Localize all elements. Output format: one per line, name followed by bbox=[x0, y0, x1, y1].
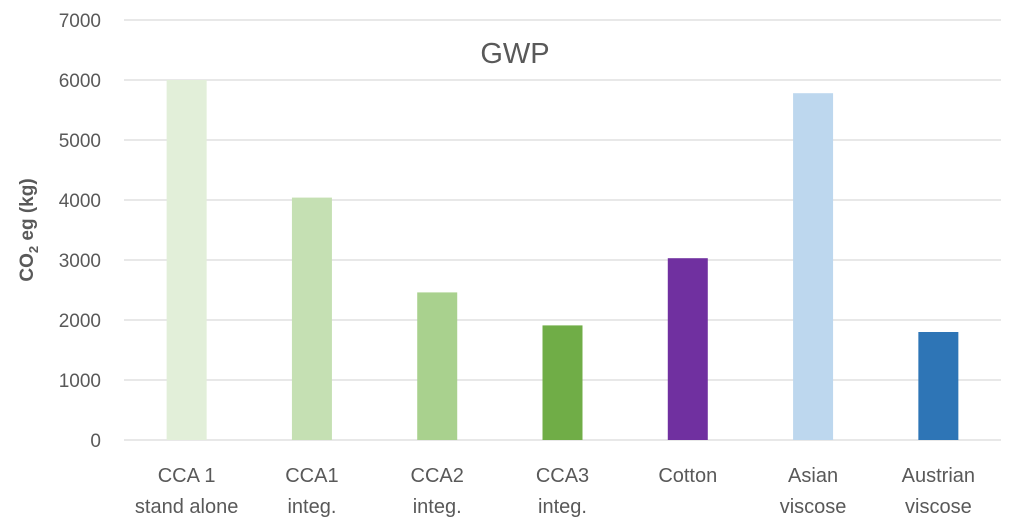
bar bbox=[667, 258, 708, 440]
gridlines bbox=[124, 19, 1001, 441]
y-tick-label: 5000 bbox=[59, 131, 101, 152]
y-tick-label: 3000 bbox=[59, 251, 101, 272]
y-tick-label: 6000 bbox=[59, 71, 101, 92]
y-tick-label: 4000 bbox=[59, 191, 101, 212]
bar bbox=[291, 197, 332, 440]
x-category-label: Asian bbox=[788, 465, 838, 487]
y-axis-title: CO2 eg (kg) bbox=[17, 178, 41, 281]
y-tick-label: 1000 bbox=[59, 371, 101, 392]
y-tick-label: 7000 bbox=[59, 11, 101, 32]
bars bbox=[166, 80, 959, 440]
y-tick-label: 0 bbox=[90, 431, 101, 452]
y-axis-title-subscript: 2 bbox=[26, 246, 41, 253]
x-category-label: CCA 1 bbox=[158, 465, 216, 487]
x-category-label: CCA3 bbox=[536, 465, 589, 487]
y-axis-title-prefix: CO bbox=[17, 253, 38, 282]
x-category-label: CCA2 bbox=[411, 465, 464, 487]
x-category-label: stand alone bbox=[135, 496, 238, 517]
bar bbox=[793, 93, 834, 440]
x-category-label: integ. bbox=[538, 496, 587, 517]
y-tick-label: 2000 bbox=[59, 311, 101, 332]
bar bbox=[918, 332, 959, 440]
y-axis-title-suffix: eg (kg) bbox=[17, 178, 38, 246]
x-category-label: integ. bbox=[413, 496, 462, 517]
x-category-label: integ. bbox=[287, 496, 336, 517]
bar bbox=[166, 80, 207, 440]
y-axis-tick-labels: 0 1000 2000 3000 4000 5000 6000 7000 bbox=[59, 11, 101, 452]
bar bbox=[417, 292, 458, 440]
x-category-label: viscose bbox=[905, 496, 972, 517]
x-category-label: Cotton bbox=[658, 465, 717, 487]
bar bbox=[542, 325, 583, 440]
x-category-label: CCA1 bbox=[285, 465, 338, 487]
x-category-label: viscose bbox=[780, 496, 847, 517]
x-category-label: Austrian bbox=[902, 465, 975, 487]
x-axis-category-labels: CCA 1 stand alone CCA1 integ. CCA2 integ. CCA3… bbox=[135, 465, 975, 517]
chart-title: GWP bbox=[480, 38, 549, 70]
